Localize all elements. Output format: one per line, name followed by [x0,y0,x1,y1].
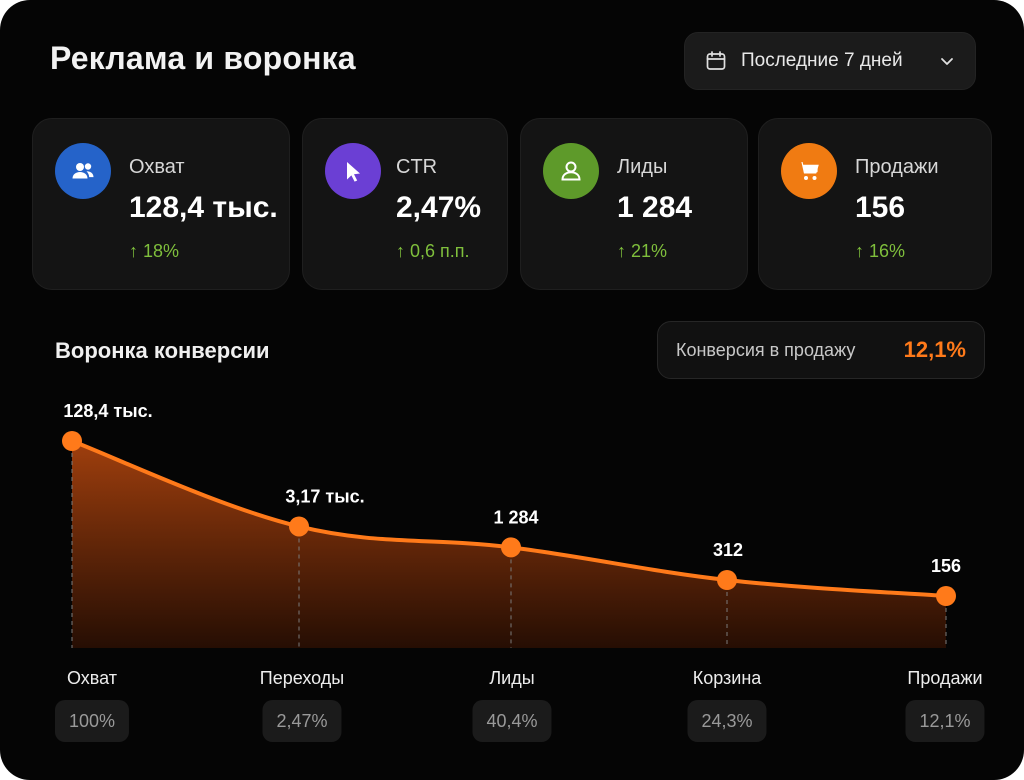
kpi-delta: ↑ 0,6 п.п. [396,241,470,261]
kpi-delta: ↑ 21% [617,241,668,261]
stage-label: Охват [66,668,118,688]
date-range-dropdown[interactable]: Последние 7 дней [684,32,976,90]
kpi-delta: ↑ 16% [855,241,906,261]
funnel-area [72,441,946,648]
funnel-value-label: 312 [713,540,743,560]
date-range-label: Последние 7 дней [741,50,903,71]
stage-label: Лиды [489,668,535,688]
users-icon [55,143,111,199]
page-title: Реклама и воронка [50,40,356,76]
stage-percent-badge: 12,1% [905,700,985,742]
funnel-value-label: 3,17 тыс. [285,486,364,506]
kpi-card-sales[interactable]: Продажи 156 ↑ 16% [758,118,992,290]
kpi-label: Лиды [617,156,668,178]
kpi-card-leads[interactable]: Лиды 1 284 ↑ 21% [520,118,748,290]
funnel-point[interactable] [936,586,956,606]
kpi-value: 1 284 [617,191,693,224]
funnel-point[interactable] [289,516,309,537]
cursor-icon [325,143,381,199]
stage-percent-badge: 40,4% [472,700,552,742]
funnel-value-label: 156 [931,556,961,576]
stage-percent-badge: 2,47% [262,700,342,742]
kpi-label: CTR [396,156,438,178]
funnel-point[interactable] [717,569,737,590]
funnel-point[interactable] [501,537,521,558]
user-icon [543,143,599,199]
funnel-value-label: 1 284 [493,507,538,527]
chevron-down-icon [939,53,955,69]
kpi-value: 128,4 тыс. [129,191,278,224]
kpi-card-reach[interactable]: Охват 128,4 тыс. ↑ 18% [32,118,290,290]
kpi-label: Продажи [855,156,939,178]
cart-icon [781,143,837,199]
stage-label: Продажи [907,668,983,688]
conversion-value: 12,1% [903,337,966,362]
funnel-point[interactable] [62,431,82,451]
stage-label: Корзина [692,668,762,688]
funnel-title: Воронка конверсии [55,338,270,363]
kpi-value: 2,47% [396,191,482,224]
funnel-chart: 128,4 тыс. 3,17 тыс. 1 284 312 156 [62,401,961,648]
stage-label: Переходы [259,668,345,688]
kpi-label: Охват [129,156,185,178]
conversion-label: Конверсия в продажу [676,339,856,360]
kpi-card-ctr[interactable]: CTR 2,47% ↑ 0,6 п.п. [302,118,508,290]
conversion-summary: Конверсия в продажу 12,1% [657,321,985,379]
stage-percent-badge: 24,3% [687,700,767,742]
kpi-value: 156 [855,191,906,224]
kpi-delta: ↑ 18% [129,241,180,261]
stage-percent-badge: 100% [54,700,130,742]
funnel-value-label: 128,4 тыс. [63,401,152,421]
calendar-icon [705,50,727,72]
